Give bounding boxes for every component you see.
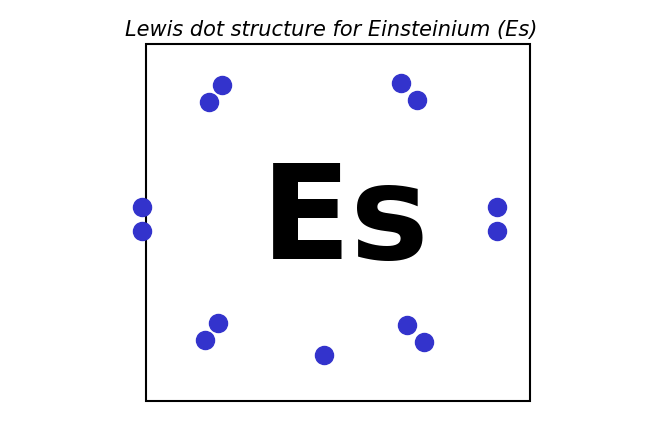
Point	[137, 228, 148, 235]
Point	[319, 352, 330, 359]
Point	[402, 321, 412, 328]
Point	[491, 204, 502, 211]
Point	[200, 337, 211, 344]
Text: Lewis dot structure for Einsteinium (Es): Lewis dot structure for Einsteinium (Es)	[125, 20, 537, 40]
Point	[412, 97, 422, 104]
Point	[203, 99, 214, 106]
Point	[137, 204, 148, 211]
Point	[213, 319, 224, 326]
Bar	[146, 44, 530, 401]
Text: Es: Es	[261, 159, 430, 286]
Point	[216, 82, 227, 89]
Point	[395, 79, 406, 86]
Point	[491, 228, 502, 235]
Point	[418, 339, 429, 346]
